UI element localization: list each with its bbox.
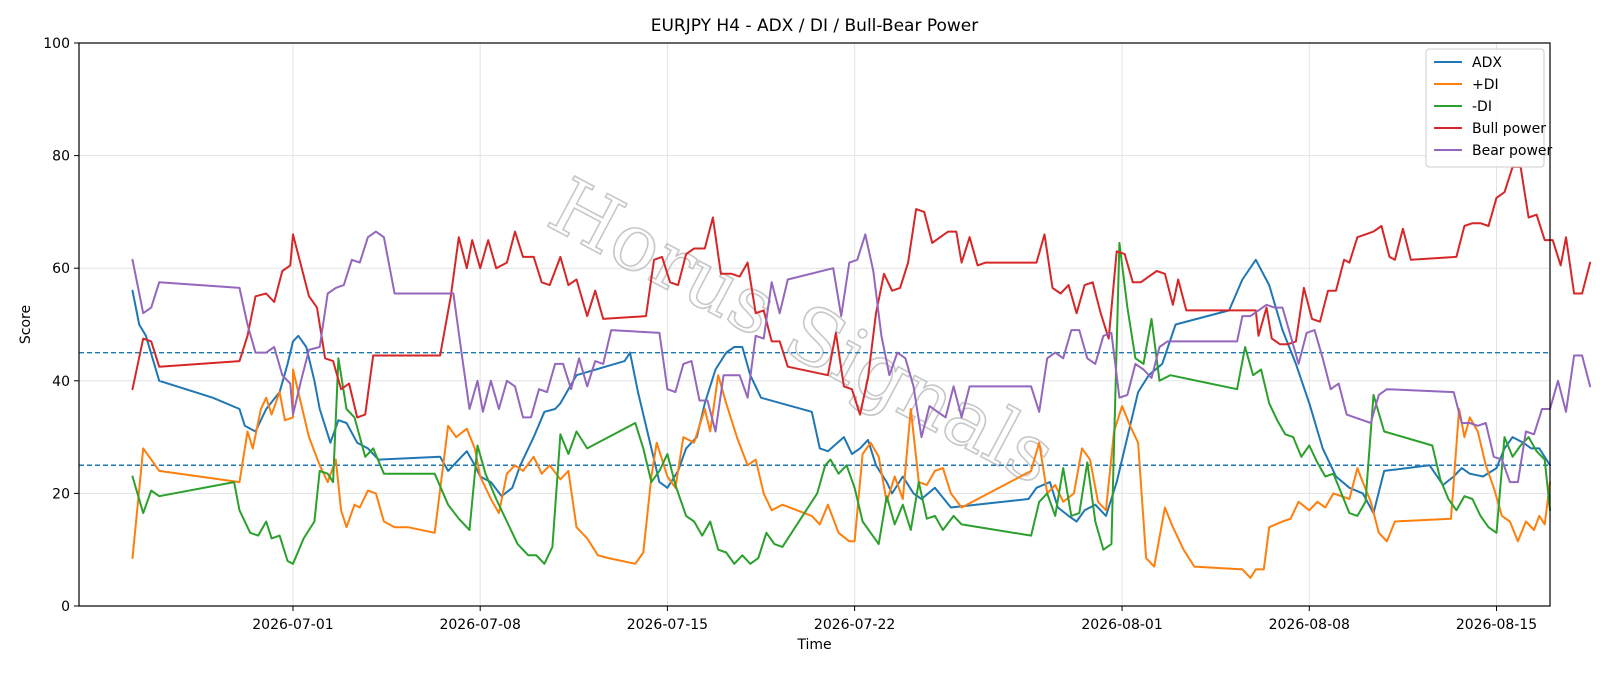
series-line-bear-power <box>131 230 1592 484</box>
reference-lines <box>79 351 1550 466</box>
y-axis-title: Score <box>18 305 34 344</box>
y-tick-label: 100 <box>43 36 70 52</box>
legend-label-bear-power: Bear power <box>1472 143 1553 159</box>
x-tick-label: 2026-07-01 <box>252 617 333 633</box>
x-tick-label: 2026-07-22 <box>814 617 895 633</box>
chart-title: EURJPY H4 - ADX / DI / Bull-Bear Power <box>651 16 979 36</box>
legend-label-di: +DI <box>1472 77 1499 93</box>
y-tick-label: 60 <box>52 261 70 277</box>
x-axis-title: Time <box>796 637 831 653</box>
y-tick-label: 40 <box>52 374 70 390</box>
legend-label-adx: ADX <box>1472 55 1502 71</box>
series-line-di <box>131 368 1551 579</box>
plot-frame <box>78 42 1551 607</box>
series-line-bull-power <box>131 165 1592 419</box>
y-tick-label: 0 <box>61 599 70 615</box>
y-axis-ticks: 0 20 40 60 80 100 <box>43 36 79 615</box>
x-tick-label: 2026-08-15 <box>1456 617 1537 633</box>
legend-box <box>1425 48 1545 168</box>
series-layer <box>131 165 1592 579</box>
x-tick-label: 2026-08-01 <box>1081 617 1162 633</box>
series-line-di <box>131 241 1551 565</box>
legend: ADX +DI -DI Bull power Bear power <box>1425 48 1553 168</box>
x-axis-ticks: 2026-07-01 2026-07-08 2026-07-15 2026-07-22… <box>252 606 1537 633</box>
x-tick-label: 2026-07-08 <box>439 617 520 633</box>
y-tick-label: 20 <box>52 486 70 502</box>
y-tick-label: 80 <box>52 149 70 165</box>
series-line-adx <box>131 258 1551 523</box>
legend-label-bull-power: Bull power <box>1472 121 1546 137</box>
x-tick-label: 2026-08-08 <box>1269 617 1350 633</box>
x-tick-label: 2026-07-15 <box>627 617 708 633</box>
legend-label-di: -DI <box>1472 99 1492 115</box>
